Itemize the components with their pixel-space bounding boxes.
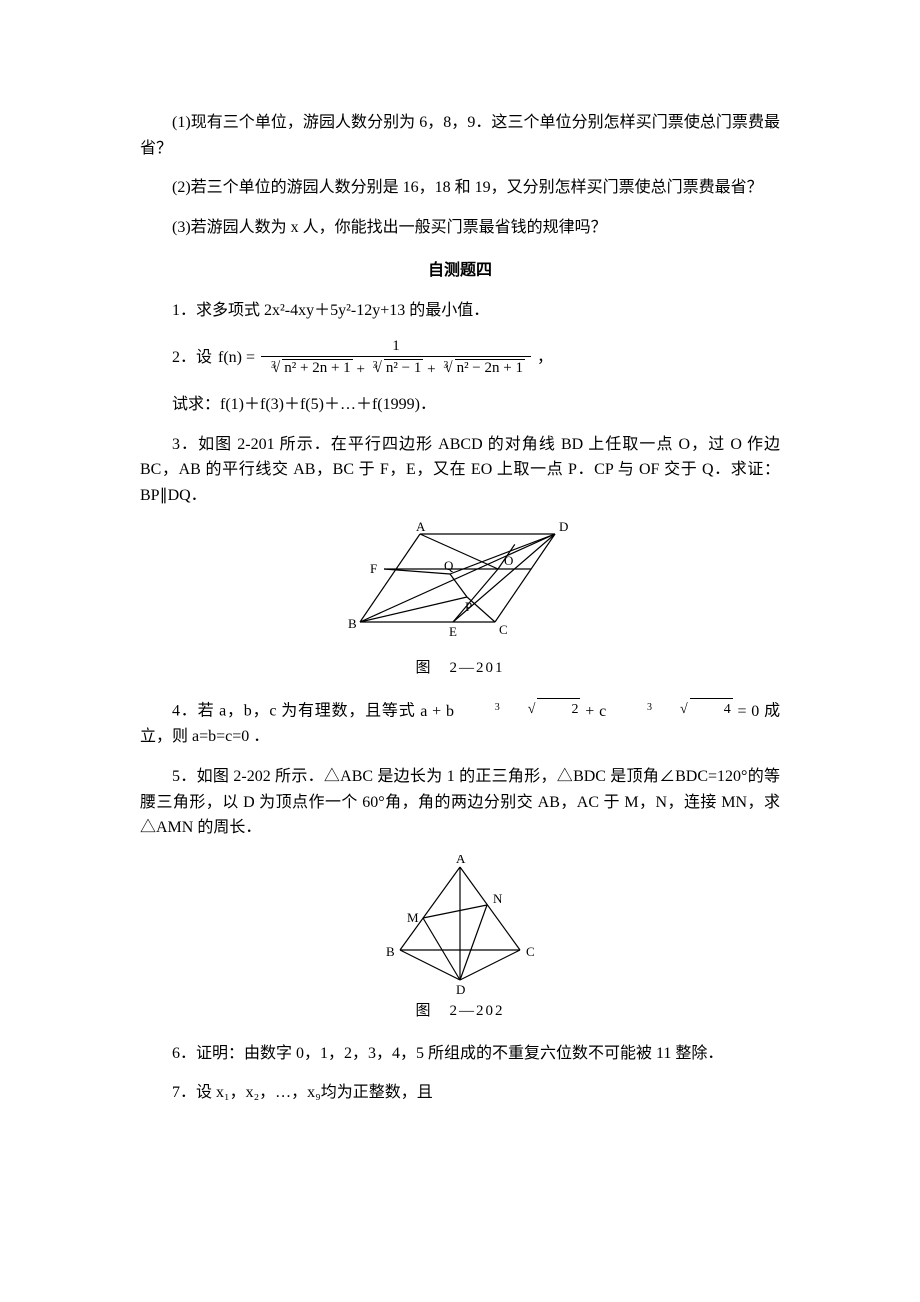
p4-eq-eq: = 0 xyxy=(737,703,759,720)
cuberoot-icon: 3√2 xyxy=(459,698,581,721)
p2-r2: n² − 1 xyxy=(384,359,423,377)
svg-text:M: M xyxy=(407,910,419,925)
svg-text:Q: Q xyxy=(444,558,454,573)
cuberoot-icon: 3√n² − 1 xyxy=(369,359,424,377)
problem-5: 5．如图 2-202 所示．△ABC 是边长为 1 的正三角形，△BDC 是顶角… xyxy=(140,764,780,841)
svg-text:B: B xyxy=(386,944,395,959)
figure-2-201-caption: 图 2—201 xyxy=(140,656,780,680)
svg-text:A: A xyxy=(416,522,426,534)
problem-2-formula: 2．设 f(n) = 1 3√n² + 2n + 1 + 3√n² − 1 + … xyxy=(140,338,780,379)
svg-text:E: E xyxy=(449,624,457,639)
p2-prefix: 2．设 xyxy=(172,345,212,371)
intro-q3: (3)若游园人数为 x 人，你能找出一般买门票最省钱的规律吗？ xyxy=(140,215,780,241)
problem-2-line2: 试求：f(1)＋f(3)＋f(5)＋…＋f(1999)． xyxy=(140,392,780,418)
problem-4: 4．若 a，b，c 为有理数，且等式 a + b 3√2 + c 3√4 = 0… xyxy=(140,698,780,750)
section-title: 自测题四 xyxy=(140,258,780,284)
svg-text:N: N xyxy=(493,891,503,906)
svg-text:F: F xyxy=(370,561,377,576)
p4-eq-a: a + b xyxy=(420,703,454,720)
svg-text:P: P xyxy=(465,599,472,614)
p4-eq: a + b 3√2 + c 3√4 = 0 xyxy=(420,703,764,720)
cuberoot-icon: 3√n² + 2n + 1 xyxy=(267,359,353,377)
intro-q1: (1)现有三个单位，游园人数分别为 6，8，9．这三个单位分别怎样买门票使总门票… xyxy=(140,110,780,161)
p2-r1: n² + 2n + 1 xyxy=(282,359,352,377)
problem-1: 1．求多项式 2x²-4xy＋5y²-12y+13 的最小值． xyxy=(140,298,780,324)
p4-eq-plus: + c xyxy=(585,703,606,720)
problem-6: 6．证明：由数字 0，1，2，3，4，5 所组成的不重复六位数不可能被 11 整… xyxy=(140,1041,780,1067)
svg-text:O: O xyxy=(504,553,513,568)
parallelogram-diagram-icon: A D B C F O EP Q xyxy=(340,522,580,652)
figure-2-202-caption: 图 2—202 xyxy=(140,999,780,1023)
cuberoot-icon: 3√n² − 2n + 1 xyxy=(439,359,525,377)
triangle-diagram-icon: A B C D M N xyxy=(375,855,545,995)
p2-numerator: 1 xyxy=(386,338,406,357)
p2-lhs: f(n) = xyxy=(218,345,255,371)
p4-eq-r1: 2 xyxy=(537,698,580,721)
figure-2-201: A D B C F O EP Q 图 2—201 xyxy=(140,522,780,680)
svg-text:C: C xyxy=(526,944,535,959)
p4-eq-r2: 4 xyxy=(690,698,733,721)
p2-suffix: ， xyxy=(537,345,553,371)
figure-2-202: A B C D M N 图 2—202 xyxy=(140,855,780,1023)
p2-denominator: 3√n² + 2n + 1 + 3√n² − 1 + 3√n² − 2n + 1 xyxy=(261,356,531,378)
cuberoot-icon: 3√4 xyxy=(611,698,733,721)
problem-3: 3．如图 2-201 所示．在平行四边形 ABCD 的对角线 BD 上任取一点 … xyxy=(140,432,780,509)
svg-text:B: B xyxy=(348,616,357,631)
intro-q2: (2)若三个单位的游园人数分别是 16，18 和 19，又分别怎样买门票使总门票… xyxy=(140,175,780,201)
p4-text-a: 4．若 a，b，c 为有理数，且等式 xyxy=(172,703,416,720)
svg-text:A: A xyxy=(456,855,466,866)
p2-fraction: 1 3√n² + 2n + 1 + 3√n² − 1 + 3√n² − 2n +… xyxy=(261,338,531,379)
p2-r3: n² − 2n + 1 xyxy=(455,359,525,377)
svg-text:C: C xyxy=(499,622,508,637)
svg-text:D: D xyxy=(456,982,465,995)
problem-7: 7．设 x₁，x₂，…，x₉均为正整数，且 xyxy=(140,1080,780,1106)
svg-text:D: D xyxy=(559,522,568,534)
